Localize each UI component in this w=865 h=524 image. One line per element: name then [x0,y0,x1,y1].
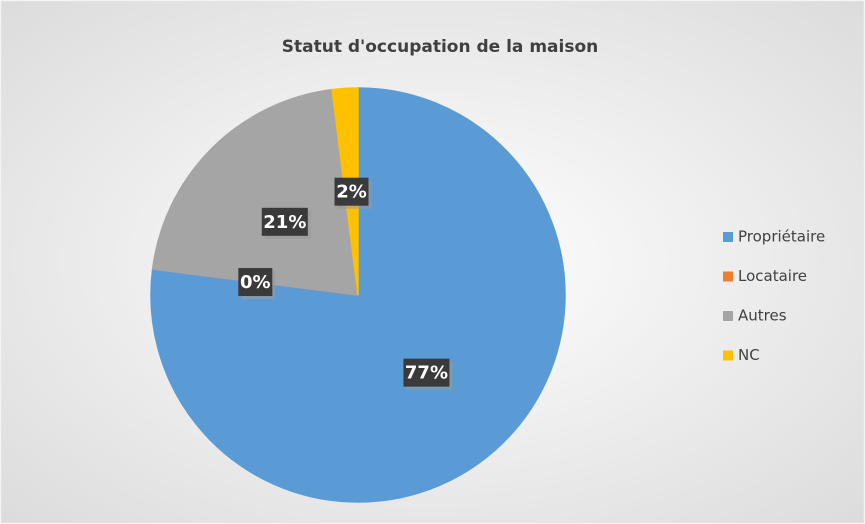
data-label: 21% [263,212,306,233]
legend-label: Autres [738,307,787,325]
legend-swatch [723,311,733,321]
data-label: 0% [240,272,271,293]
legend-label: NC [738,346,760,364]
data-label-box [334,177,369,206]
data-label-box [238,268,273,297]
data-label: 2% [336,182,367,203]
data-label: 77% [405,363,448,384]
chart-title: Statut d'occupation de la maison [282,37,598,57]
legend-label: Locataire [738,267,807,285]
legend-label: Propriétaire [738,228,825,246]
data-label-box [403,358,450,387]
legend-swatch [723,232,733,242]
pie-slice [151,88,359,296]
data-label-box [261,207,308,236]
legend-swatch [723,271,733,282]
legend-swatch [723,350,733,361]
pie-slice [150,87,566,503]
